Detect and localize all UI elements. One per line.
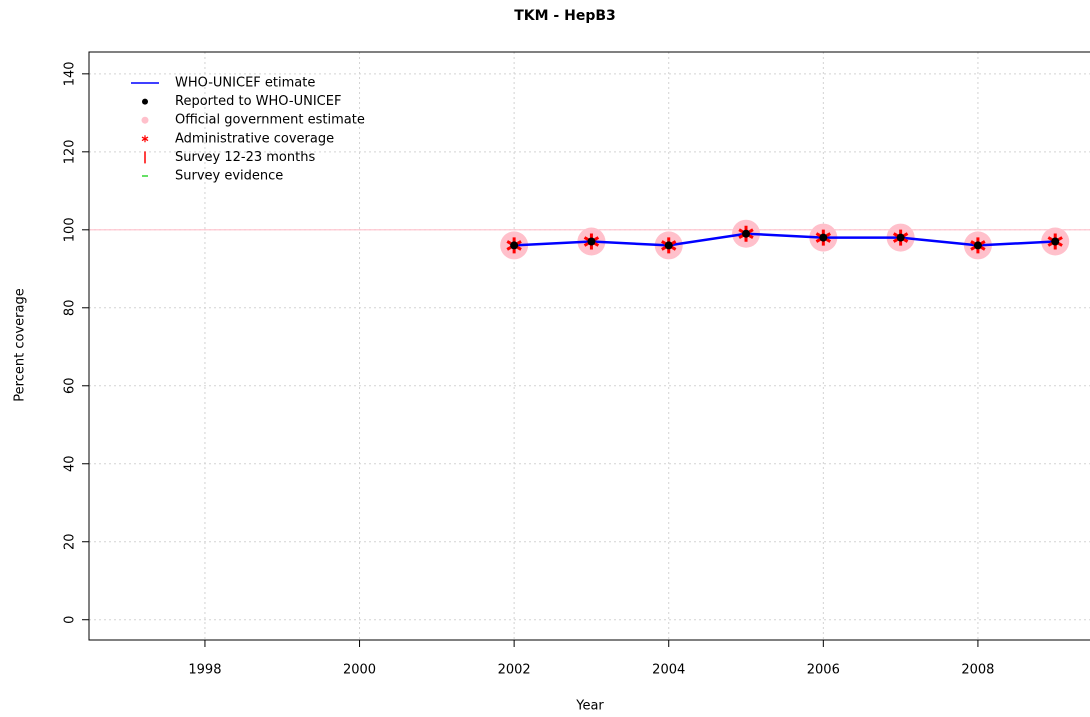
chart-title: TKM - HepB3 (514, 8, 616, 24)
legend-label: Reported to WHO-UNICEF (175, 94, 341, 109)
series-line (514, 232, 1056, 247)
point (742, 229, 751, 238)
x-tick-label: 2004 (652, 663, 685, 678)
y-tick-label: 0 (63, 616, 78, 624)
point (973, 241, 982, 250)
y-tick-label: 80 (63, 300, 78, 317)
legend-swatch (141, 116, 149, 124)
point (819, 233, 828, 242)
legend-label: WHO-UNICEF etimate (175, 76, 315, 91)
point (896, 233, 905, 242)
point (1051, 237, 1060, 246)
y-tick-label: 60 (63, 377, 78, 394)
y-tick-label: 100 (63, 217, 78, 242)
legend-label: Survey 12-23 months (175, 150, 315, 165)
x-tick-label: 2002 (498, 663, 531, 678)
y-tick-label: 20 (63, 533, 78, 550)
x-axis-label: Year (575, 699, 604, 714)
legend-swatch (141, 135, 149, 143)
y-tick-label: 40 (63, 455, 78, 472)
legend-label: Official government estimate (175, 113, 365, 128)
x-tick-label: 2008 (961, 663, 994, 678)
y-axis-label: Percent coverage (13, 288, 28, 401)
y-tick-label: 120 (63, 139, 78, 164)
legend-label: Survey evidence (175, 169, 283, 184)
point (587, 237, 596, 246)
x-tick-label: 2006 (807, 663, 840, 678)
y-tick-label: 140 (63, 61, 78, 86)
x-tick-label: 1998 (188, 663, 221, 678)
legend-label: Administrative coverage (175, 131, 334, 146)
legend-swatch (142, 98, 148, 105)
point (664, 241, 673, 250)
x-tick-label: 2000 (343, 663, 376, 678)
point (510, 241, 519, 250)
plot-frame (88, 51, 1090, 641)
